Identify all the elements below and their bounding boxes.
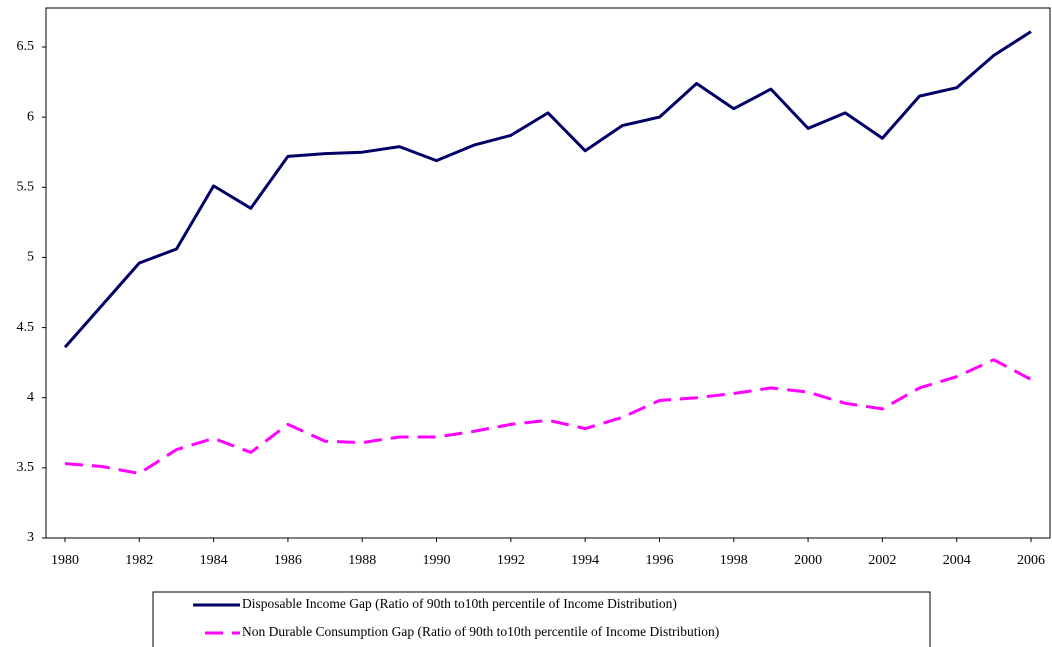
y-tick-label: 3 [27,530,34,545]
x-tick-label: 1996 [645,553,673,568]
x-tick-label: 1986 [274,553,302,568]
y-tick-label: 5.5 [17,180,35,195]
x-tick-label: 1988 [348,553,376,568]
x-tick-label: 1980 [51,553,79,568]
y-tick-label: 3.5 [17,460,35,475]
x-tick-label: 2000 [794,553,822,568]
x-tick-label: 1998 [720,553,748,568]
plot-frame [45,7,1051,539]
y-tick-label: 4 [27,390,34,405]
x-tick-label: 1982 [125,553,153,568]
x-tick-label: 2002 [868,553,896,568]
x-tick-label: 2006 [1017,553,1045,568]
y-tick-label: 6 [27,109,34,124]
x-tick-label: 2004 [943,553,971,568]
y-tick-label: 4.5 [17,320,35,335]
y-tick-label: 5 [27,250,34,265]
legend-label: Non Durable Consumption Gap (Ratio of 90… [242,624,719,639]
x-tick-label: 1990 [423,553,451,568]
series-line [64,358,1032,475]
x-tick-label: 1992 [497,553,525,568]
legend-label: Disposable Income Gap (Ratio of 90th to1… [242,596,677,611]
series-line [63,30,1032,349]
legend-box [152,591,931,647]
x-tick-label: 1994 [571,553,599,568]
y-tick-label: 6.5 [17,39,35,54]
x-tick-label: 1984 [200,553,228,568]
